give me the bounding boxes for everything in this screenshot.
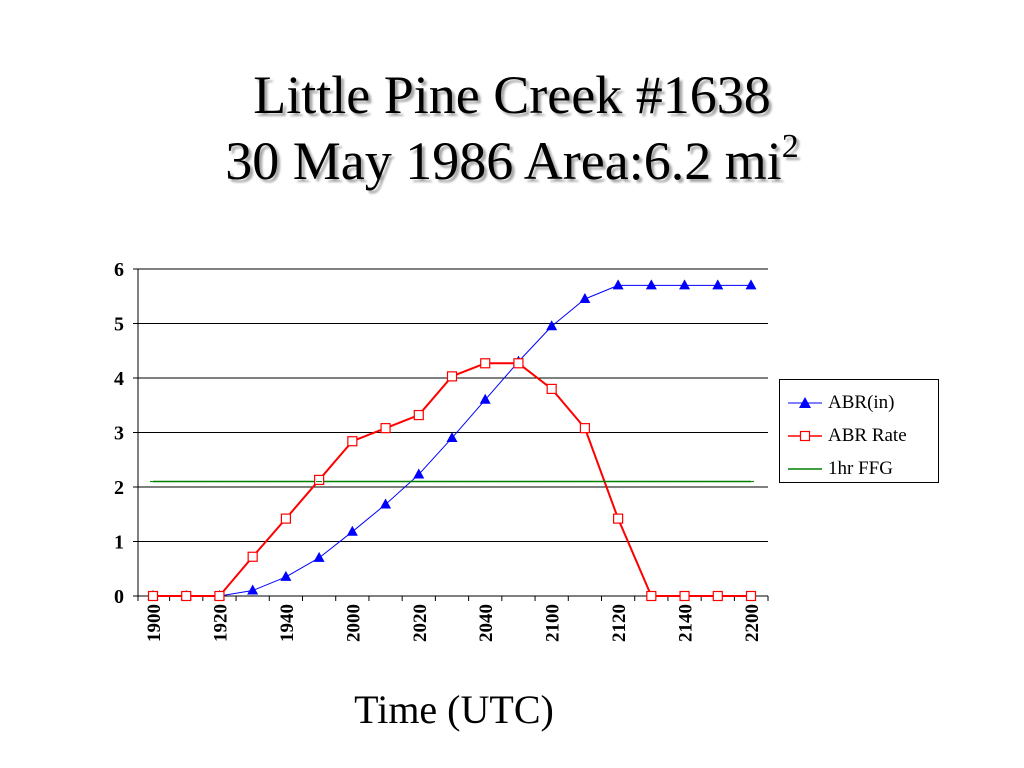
data-point-abr-in <box>479 393 491 404</box>
x-axis-title: Time (UTC) <box>354 687 554 732</box>
data-point-abr-in <box>645 279 657 290</box>
data-point-abr-rate <box>147 590 159 602</box>
y-tick-label: 5 <box>114 314 124 336</box>
y-tick-label: 3 <box>114 423 124 445</box>
legend-item-ffg: 1hr FFG <box>780 452 938 485</box>
data-point-abr-rate <box>480 358 491 369</box>
x-tick-label: 2120 <box>609 604 630 642</box>
x-tick-label: 2020 <box>410 604 431 642</box>
data-point-abr-in <box>380 498 392 509</box>
x-tick-label: 1920 <box>210 604 231 642</box>
data-point-abr-rate <box>646 590 657 602</box>
data-point-abr-rate <box>513 358 524 369</box>
x-tick-label: 2000 <box>343 604 364 642</box>
title-line-2: 30 May 1986 Area:6.2 mi2 <box>0 128 1024 194</box>
data-point-abr-in <box>745 279 757 290</box>
title-line-1: Little Pine Creek #1638 <box>253 65 771 125</box>
data-point-abr-rate <box>380 423 391 434</box>
data-point-abr-in <box>313 551 325 562</box>
legend-label-abr-in: ABR(in) <box>828 391 895 413</box>
data-point-abr-in <box>280 570 292 581</box>
data-point-abr-rate <box>314 474 325 486</box>
data-point-abr-in <box>247 584 259 595</box>
y-tick-label: 1 <box>114 532 124 554</box>
legend-label-abr-rate: ABR Rate <box>828 424 907 446</box>
legend-label-ffg: 1hr FFG <box>828 457 893 479</box>
data-point-abr-rate <box>613 513 624 524</box>
series-line-abr-rate <box>153 362 751 597</box>
x-tick-label: 2140 <box>676 604 697 642</box>
gridlines <box>138 268 768 597</box>
legend-swatch-abr-in <box>788 396 822 408</box>
legend-item-abr-rate: ABR Rate <box>780 419 938 452</box>
data-point-abr-rate <box>181 590 192 602</box>
x-tick-label: 1900 <box>144 604 165 642</box>
x-tick-label: 2200 <box>742 604 763 642</box>
legend-swatch-ffg <box>788 467 822 470</box>
legend-swatch-abr-rate <box>788 430 822 441</box>
legend-item-abr-in: ABR(in) <box>780 386 938 419</box>
data-point-abr-rate <box>446 371 458 382</box>
title-line-2-text: 30 May 1986 Area:6.2 mi <box>225 131 782 191</box>
data-point-abr-in <box>612 279 624 290</box>
title-superscript: 2 <box>781 128 799 165</box>
legend: ABR(in) ABR Rate 1hr FFG <box>779 379 939 483</box>
y-tick-label: 2 <box>114 477 124 499</box>
y-tick-label: 4 <box>114 368 124 390</box>
y-tick-label: 6 <box>114 259 124 281</box>
x-tick-label: 2040 <box>476 604 497 642</box>
x-tick-label: 2100 <box>543 604 564 642</box>
data-point-abr-rate <box>712 590 723 602</box>
data-point-abr-in <box>679 279 691 290</box>
y-tick-label: 0 <box>114 586 124 608</box>
chart-title: Little Pine Creek #1638 30 May 1986 Area… <box>0 62 1024 194</box>
data-point-abr-in <box>346 525 358 536</box>
tick-labels: 0 1 2 3 4 5 6 1900 1920 1940 2000 2020 2040 2100 2120 2… <box>114 259 763 642</box>
data-point-abr-rate <box>579 423 590 434</box>
data-point-abr-rate <box>214 590 225 602</box>
data-point-abr-rate <box>347 436 358 447</box>
data-point-abr-rate <box>413 409 424 421</box>
data-point-abr-rate <box>745 590 757 602</box>
data-point-abr-rate <box>679 590 690 602</box>
data-point-abr-rate <box>247 551 258 562</box>
data-point-abr-in <box>712 279 724 290</box>
data-point-abr-in <box>413 468 425 479</box>
data-point-abr-in <box>546 320 558 331</box>
x-tick-label: 1940 <box>277 604 298 642</box>
data-point-abr-in <box>446 431 458 442</box>
data-point-abr-rate <box>546 383 557 394</box>
data-point-abr-in <box>579 292 591 303</box>
data-point-abr-rate <box>280 513 291 524</box>
series-markers <box>147 279 757 602</box>
